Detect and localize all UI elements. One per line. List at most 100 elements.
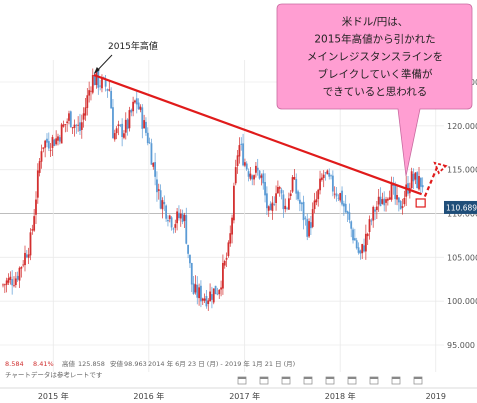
low-value: 98.963 [124,360,147,368]
y-tick-label: 100.000 [447,297,477,306]
candle-body [57,136,59,141]
candle-body [95,71,98,86]
callout-text-line: 2015年高値から引かれた [314,33,435,46]
candle-body [7,278,10,283]
candle-body [128,110,131,129]
candle-body [68,113,70,121]
candle-body [353,238,356,241]
candle-body [357,247,360,253]
calendar-icon[interactable] [391,376,401,385]
candle-body [203,298,206,301]
candle-body [388,197,391,200]
calendar-icon[interactable] [237,376,247,385]
callout-text-line: できていると思われる [323,86,427,98]
candle-body [331,175,334,192]
change-value: 8.584 [5,360,24,368]
candle-body [40,151,43,162]
candle-body [112,107,114,139]
date-range: 2014 年 6月 23 日 (月) - 2019 年 1月 21 日 (月) [148,359,295,368]
calendar-icon[interactable] [281,376,291,385]
candle-body [386,198,389,201]
candle-body [350,221,353,229]
candle-body [93,74,96,86]
candle-body [44,140,47,148]
candle-body [154,162,157,177]
candle-body [196,284,199,298]
candle-body [225,258,228,260]
candle-body [368,219,371,233]
data-source-note: チャートデータは参考レートです [5,370,103,379]
candle-body [282,194,285,210]
candle-body [38,161,41,173]
candle-body [121,123,124,137]
year-separators [52,60,437,372]
candle-body [222,262,224,289]
candle-body [297,191,299,200]
callout-text-line: 米ドル/円は、 [342,15,409,28]
candle-body [366,233,369,237]
candle-body [414,172,417,180]
calendar-icon[interactable] [369,376,379,385]
candle-body [276,187,279,194]
candle-body [234,167,237,184]
candle-body [304,217,307,219]
candle-body [264,182,266,196]
candle-body [9,276,12,280]
candle-body [27,254,30,258]
candle-body [123,133,125,138]
candle-body [361,244,364,254]
candle-body [66,121,69,123]
candle-body [375,206,378,210]
calendar-icon[interactable] [325,376,335,385]
candle-body [240,143,243,145]
candle-body [60,124,63,144]
candle-body [69,111,72,128]
candle-body [88,90,91,96]
calendar-icon[interactable] [413,376,423,385]
candle-body [337,197,340,199]
x-year-label: 2018 年 [325,391,356,401]
candle-body [229,233,232,244]
calendar-icon[interactable] [259,376,269,385]
candle-body [255,165,257,173]
candle-body [342,203,345,207]
candle-body [42,147,45,149]
candle-body [20,266,23,269]
candle-body [231,217,233,235]
candle-body [372,206,375,221]
candle-body [168,215,171,219]
candle-body [97,70,100,88]
candle-body [309,222,312,229]
candle-body [326,170,329,175]
candle-body [51,137,54,148]
candle-body [385,199,387,203]
y-tick-label: 120.000 [447,122,477,131]
candle-body [416,172,419,189]
candle-body [108,89,111,91]
candle-body [247,171,250,177]
candle-body [157,189,160,191]
change-pct: 8.41% [33,360,54,368]
candle-body [18,267,21,281]
info-bar: 8.584 8.41% 高値 125.858 安値 98.963 2014 年 6月 23 … [5,359,295,379]
candle-body [341,190,343,205]
high-2015-arrowhead [93,66,100,74]
candle-body [31,229,34,231]
calendar-icon[interactable] [347,376,357,385]
candle-body [383,198,386,206]
calendar-icon[interactable] [303,376,313,385]
candle-body [289,193,292,197]
candle-body [84,107,87,116]
candle-body [148,142,151,144]
candle-body [381,199,384,204]
candle-body [293,177,296,180]
candle-body [99,85,102,87]
candle-body [328,173,331,177]
candle-body [126,119,129,129]
candle-body [308,221,310,237]
candle-body [359,250,362,254]
candle-body [139,106,142,110]
candle-body [397,197,400,203]
candle-body [86,95,89,108]
